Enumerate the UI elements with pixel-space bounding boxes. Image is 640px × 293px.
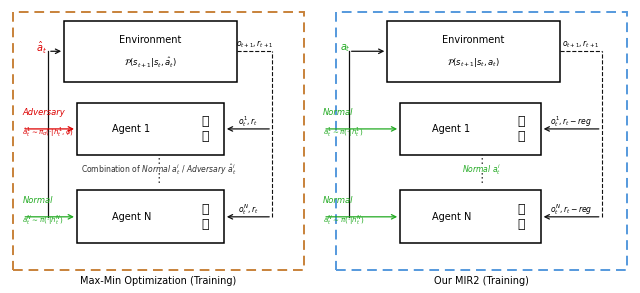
Text: $o_{t+1},r_{t+1}$: $o_{t+1},r_{t+1}$ [562, 38, 600, 50]
Text: $a_t^N{\sim}\pi(\cdot|h_t^N)$: $a_t^N{\sim}\pi(\cdot|h_t^N)$ [22, 213, 64, 226]
Text: Combination of $\mathit{Normal}$ $a_t^i$ / $\mathit{Adversary}$ $\hat{a}_t^i$: Combination of $\mathit{Normal}$ $a_t^i$… [81, 162, 236, 178]
Bar [13, 12, 304, 270]
Bar [387, 21, 560, 82]
Text: Normal: Normal [22, 196, 53, 205]
Text: $\hat{a}_t^1{\sim}\pi_\alpha(\cdot|h_t^1,\phi)$: $\hat{a}_t^1{\sim}\pi_\alpha(\cdot|h_t^1… [22, 125, 74, 139]
Bar [64, 21, 237, 82]
Text: $\hat{a}_t$: $\hat{a}_t$ [36, 40, 47, 56]
Text: Normal: Normal [323, 108, 354, 117]
Text: 🤖
🌊: 🤖 🌊 [201, 203, 209, 231]
Text: Max-Min Optimization (Training): Max-Min Optimization (Training) [80, 276, 237, 286]
Bar [400, 103, 541, 155]
Text: $o_t^1, r_t$: $o_t^1, r_t$ [238, 114, 258, 129]
Text: ⋮: ⋮ [476, 153, 488, 166]
Text: Adversary: Adversary [22, 108, 65, 117]
Text: $\mathit{Normal}$ $a_t^i$: $\mathit{Normal}$ $a_t^i$ [462, 163, 501, 177]
Text: $o_t^N, r_t$: $o_t^N, r_t$ [237, 202, 259, 217]
Text: $a_t^1{\sim}\pi(\cdot|h_t^1)$: $a_t^1{\sim}\pi(\cdot|h_t^1)$ [323, 125, 364, 139]
Bar [77, 103, 224, 155]
Text: Our MIR2 (Training): Our MIR2 (Training) [434, 276, 529, 286]
Text: $a_t^N{\sim}\pi(\cdot|h_t^N)$: $a_t^N{\sim}\pi(\cdot|h_t^N)$ [323, 213, 365, 226]
Text: $o_t^N, r_t - reg$: $o_t^N, r_t - reg$ [550, 202, 593, 217]
Text: Agent N: Agent N [111, 212, 151, 222]
Bar [336, 12, 627, 270]
Text: 🤖
🌊: 🤖 🌊 [518, 115, 525, 143]
Text: Environment: Environment [119, 35, 182, 45]
Text: $\mathcal{P}(s_{t+1}|s_t, \hat{a}_t)$: $\mathcal{P}(s_{t+1}|s_t, \hat{a}_t)$ [124, 56, 177, 70]
Text: 🤖
🌊: 🤖 🌊 [518, 203, 525, 231]
Text: $\mathcal{P}(s_{t+1}|s_t, a_t)$: $\mathcal{P}(s_{t+1}|s_t, a_t)$ [447, 57, 500, 69]
Text: $a_t$: $a_t$ [340, 42, 351, 54]
Text: 🤖
💥: 🤖 💥 [201, 115, 209, 143]
Text: Agent N: Agent N [431, 212, 471, 222]
Text: $o_{t+1},r_{t+1}$: $o_{t+1},r_{t+1}$ [236, 38, 273, 50]
Text: Agent 1: Agent 1 [432, 124, 470, 134]
Text: Agent 1: Agent 1 [112, 124, 150, 134]
Bar [77, 190, 224, 243]
Text: ⋮: ⋮ [152, 153, 164, 166]
Bar [400, 190, 541, 243]
Text: Normal: Normal [323, 196, 354, 205]
Text: ⋮: ⋮ [152, 172, 164, 185]
Text: ⋮: ⋮ [476, 172, 488, 185]
Text: $o_t^1, r_t - reg$: $o_t^1, r_t - reg$ [550, 114, 592, 129]
Text: Environment: Environment [442, 35, 505, 45]
